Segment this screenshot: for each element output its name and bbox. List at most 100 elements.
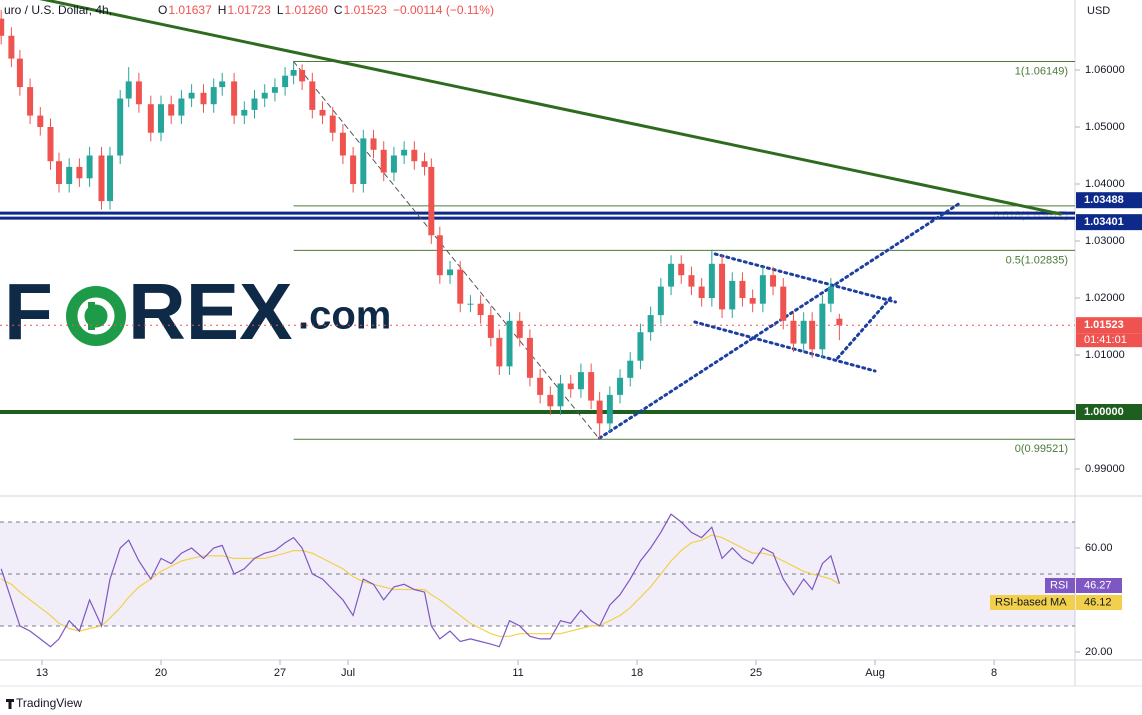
candle-body [219,81,226,88]
logo-text: F [4,267,53,356]
rsi-ma-name: RSI-based MA [995,596,1067,608]
candle-body [86,155,93,179]
candle-body [567,383,574,390]
candle-body [547,394,554,407]
rsi-ma-value-box [1076,595,1122,610]
rsi-name-box [1045,578,1075,593]
rsi-name: RSI [1050,579,1068,591]
y-tick-label: 1.06000 [1085,64,1125,76]
price-label: 1.03401 [1084,216,1124,228]
candle-body [809,320,816,350]
candle-body [309,81,316,110]
candle-body [487,315,494,338]
candle-body [178,98,185,116]
logo-text: REX [128,267,293,356]
price-label-box [1076,404,1142,421]
logo-icon [66,286,126,346]
x-tick-label: 11 [512,667,523,679]
candle-body [596,400,603,424]
trendline [693,320,877,373]
candle-body [739,280,746,299]
candle-body [428,166,435,236]
candle-body [436,235,443,276]
symbol-title: uro / U.S. Dollar, 4h, [4,3,112,17]
candle-body [759,275,766,304]
candle-body [158,104,165,133]
candle-body [210,87,217,105]
candle-body [506,320,513,367]
fib-label: 1(1.06149) [1015,65,1068,77]
candle-body [188,92,195,99]
y-tick-label: 1.05000 [1085,121,1125,133]
ohlc-text: C [334,3,343,17]
candle-body [231,81,238,116]
rsi-value-box [1076,578,1122,593]
candle-body [819,303,826,350]
candle-body [698,286,705,299]
fib-label: 0(0.99521) [1015,443,1068,455]
ohlc-text: 1.01723 [227,3,271,17]
fib-label: 0.618(1.03617) [993,210,1068,222]
candle-body [421,161,428,167]
ohlc-text: O [158,3,167,17]
candle-body [290,69,297,76]
y-tick-label: 1.03000 [1085,235,1125,247]
candle-body [637,332,644,361]
y-tick-label: 1.04000 [1085,178,1125,190]
candle-body [708,263,715,299]
candle-body [329,115,336,133]
candle-body [577,372,584,390]
x-tick-label: 20 [155,667,167,679]
candle-body [827,286,834,304]
x-tick-label: 8 [991,667,997,679]
rsi-y-tick-label: 60.00 [1085,542,1113,554]
ohlc-text: 1.01637 [168,3,212,17]
candle-body [688,275,695,287]
candle-body [98,155,105,202]
candle-body [668,263,675,287]
trendline [293,61,601,440]
ohlc-text: L [277,3,284,17]
candle-body [380,149,387,173]
candle-body [271,87,278,93]
candle-body [135,81,142,105]
candle-body [360,138,367,185]
candle-body [467,303,474,305]
candle-body [241,109,248,116]
rsi-ma-value: 46.12 [1084,596,1112,608]
y-tick-label: 1.01000 [1085,349,1125,361]
footer-icon [6,699,14,709]
candle-body [261,92,268,99]
candle-body [37,115,44,127]
rsi-ma-name-box [990,595,1075,610]
rsi-value: 46.27 [1084,579,1112,591]
candle-body [477,303,484,316]
candle-body [319,109,326,116]
price-label-box [1076,317,1142,334]
candle-body [588,372,595,401]
trendline [836,296,892,360]
logo-icon-inner [77,297,115,335]
candle-body [557,383,564,407]
footer-text: TradingView [16,696,82,710]
ohlc-text: 1.01523 [344,3,388,17]
candle-body [390,155,397,173]
candle-body [411,149,418,162]
candle-body [76,166,83,179]
candle-body [800,320,807,344]
candle-body [657,286,664,316]
x-tick-label: 27 [274,667,286,679]
trendline [598,201,962,440]
y-tick-label: 1.02000 [1085,292,1125,304]
price-label-box [1076,192,1142,209]
candle-body [780,286,787,321]
candle-body [770,275,777,287]
candle-body [447,269,454,276]
rsi-ma-line [0,534,840,637]
y-tick-label: 0.99000 [1085,463,1125,475]
candle-body [749,298,756,304]
logo-icon-cut [88,302,95,330]
fib-label: 0.5(1.02835) [1006,254,1068,266]
